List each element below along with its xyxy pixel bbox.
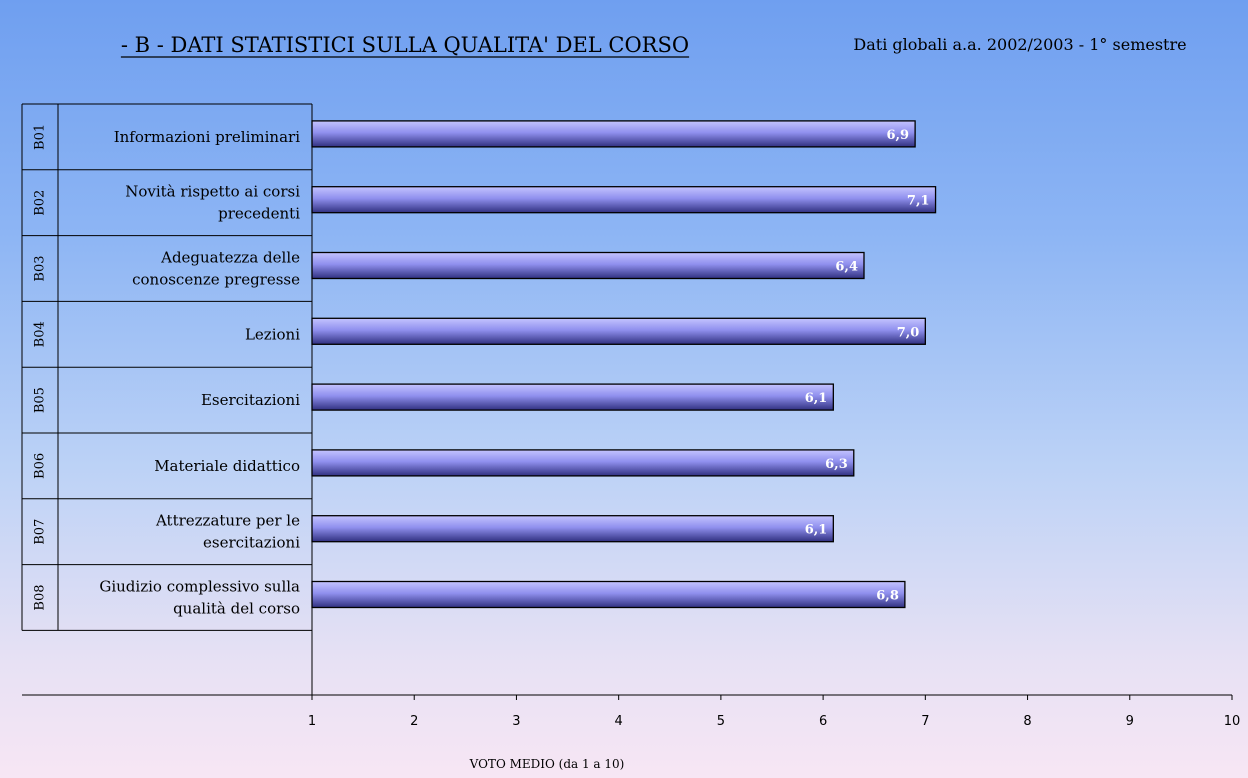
category-label: Lezioni	[245, 325, 300, 343]
bar-value-label: 6,8	[876, 589, 899, 604]
category-label: Novità rispetto ai corsi	[125, 183, 300, 201]
category-label: qualità del corso	[173, 600, 300, 618]
bar	[311, 449, 855, 477]
chart-title: - B - DATI STATISTICI SULLA QUALITA' DEL…	[121, 33, 689, 57]
bar-value-label: 6,9	[886, 128, 909, 143]
bar-value-label: 6,1	[805, 523, 828, 538]
category-code: B02	[33, 190, 48, 216]
category-code: B05	[33, 387, 48, 413]
category-label: Esercitazioni	[201, 391, 300, 409]
x-tick-label: 8	[1023, 714, 1031, 729]
x-axis-label: VOTO MEDIO (da 1 a 10)	[469, 757, 625, 771]
category-label: Materiale didattico	[154, 457, 300, 475]
category-label: Attrezzature per le	[155, 512, 300, 530]
category-code: B01	[33, 124, 48, 150]
category-label: Adeguatezza delle	[160, 249, 300, 267]
category-code: B08	[33, 584, 48, 610]
bars: 6,9 7,1 6,4 7,0 6,1 6,3 6,1 6,8	[311, 120, 937, 609]
category-code: B03	[33, 255, 48, 281]
bar-value-label: 6,4	[835, 260, 858, 275]
bar	[311, 515, 834, 543]
category-label: Giudizio complessivo sulla	[99, 578, 300, 596]
bar	[311, 186, 937, 214]
x-tick-label: 5	[717, 714, 725, 729]
chart-subtitle: Dati globali a.a. 2002/2003 - 1° semestr…	[853, 35, 1186, 54]
bar-value-label: 7,1	[907, 194, 930, 209]
bar-value-label: 6,3	[825, 457, 848, 472]
bar	[311, 383, 834, 411]
category-label: precedenti	[218, 205, 300, 223]
category-code: B06	[33, 453, 48, 479]
category-table: B01 Informazioni preliminari B02 Novità ris…	[21, 103, 312, 631]
category-label: esercitazioni	[203, 534, 300, 552]
bar	[311, 251, 865, 280]
bar-value-label: 6,1	[805, 391, 828, 406]
x-tick-label: 9	[1126, 714, 1134, 729]
x-tick-label: 4	[615, 714, 623, 729]
x-tick-label: 2	[410, 714, 418, 729]
x-tick-label: 3	[512, 714, 520, 729]
category-code: B04	[33, 321, 48, 347]
x-tick-label: 1	[308, 714, 316, 729]
bar-value-label: 7,0	[897, 325, 920, 340]
bar	[311, 317, 926, 345]
bar	[311, 580, 906, 609]
category-label: conoscenze pregresse	[132, 271, 300, 289]
bar	[311, 120, 916, 148]
x-tick-label: 10	[1224, 714, 1241, 729]
category-code: B07	[33, 519, 48, 545]
x-tick-label: 6	[819, 714, 827, 729]
x-tick-label: 7	[921, 714, 929, 729]
x-axis: 1 2 3 4 5 6 7 8 9 10	[22, 104, 1240, 729]
category-label: Informazioni preliminari	[114, 128, 301, 146]
